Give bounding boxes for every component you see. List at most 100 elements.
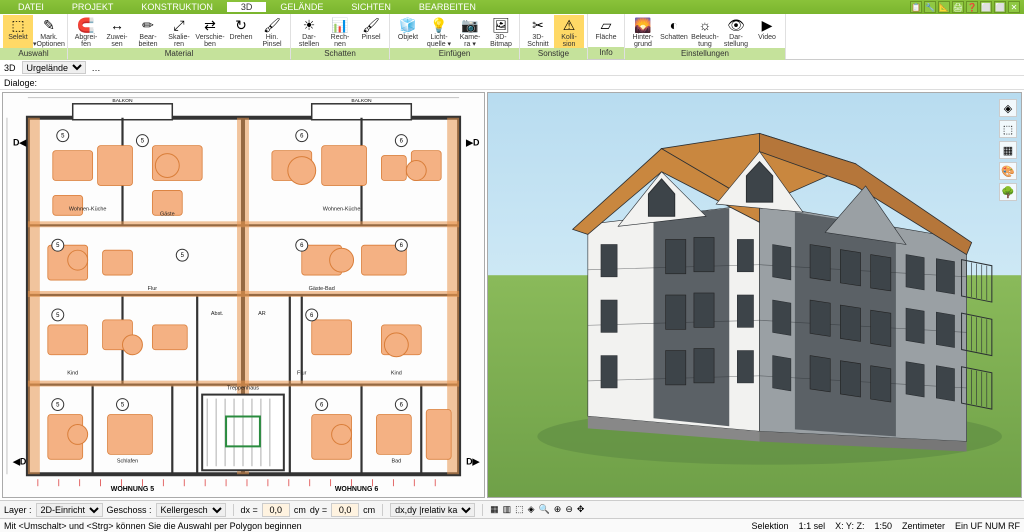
ribbon-icon: 🧲 (76, 16, 96, 34)
ribbon-verschie--ben[interactable]: ⇄Verschie- ben (195, 15, 225, 48)
svg-text:▶D: ▶D (465, 138, 480, 148)
svg-text:Gäste: Gäste (160, 211, 175, 217)
ribbon-kame--ra-▾[interactable]: 📷Kame- ra ▾ (455, 15, 485, 48)
title-tool-icon[interactable]: ❓ (966, 1, 978, 13)
title-tool-icon[interactable]: 📋 (910, 1, 922, 13)
ribbon-label: Drehen (230, 34, 253, 41)
ribbon-skalie--ren[interactable]: ⤢Skalie- ren (164, 15, 194, 48)
svg-text:D▶: D▶ (466, 456, 480, 466)
svg-text:Bad: Bad (391, 458, 401, 464)
view-tool-icon[interactable]: 🎨 (999, 162, 1017, 180)
menu-projekt[interactable]: PROJEKT (58, 2, 128, 12)
menu-datei[interactable]: DATEI (4, 2, 58, 12)
ribbon-label: Bear- beiten (138, 34, 157, 48)
tool-icon[interactable]: 🔍 (539, 504, 550, 515)
ribbon-hin.-pinsel[interactable]: 🖌Hin. Pinsel (257, 15, 287, 48)
tool-icon[interactable]: ⊖ (565, 504, 573, 515)
ribbon-schatten[interactable]: ◐Schatten (659, 15, 689, 48)
ribbon: ⬚Selekt✎Mark. ▾OptionenAuswahl🧲Abgrei- f… (0, 14, 1024, 60)
tool-icon[interactable]: ⬚ (515, 504, 524, 515)
subbar-more[interactable]: … (92, 63, 101, 73)
ribbon-hinter--grund[interactable]: 🌄Hinter- grund (628, 15, 658, 48)
ribbon-licht--quelle-▾[interactable]: 💡Licht- quelle ▾ (424, 15, 454, 48)
menu-bearbeiten[interactable]: BEARBEITEN (405, 2, 490, 12)
title-tool-icon[interactable]: 📐 (938, 1, 950, 13)
svg-text:Flur: Flur (297, 371, 307, 377)
ribbon-kolli--sion[interactable]: ⚠Kolli- sion (554, 15, 584, 48)
ribbon-dar--stellen[interactable]: ☀Dar- stellen (294, 15, 324, 48)
title-tool-icon[interactable]: ✕ (1008, 1, 1020, 13)
ribbon-group-label: Info (588, 47, 624, 59)
ribbon-bear--beiten[interactable]: ✏Bear- beiten (133, 15, 163, 48)
ribbon-label: Selekt (8, 34, 27, 41)
ribbon-pinsel[interactable]: 🖌Pinsel (356, 15, 386, 48)
ribbon-icon: ↻ (231, 16, 251, 34)
view-tool-icon[interactable]: 🌳 (999, 183, 1017, 201)
ribbon-label: Zuwei- sen (106, 34, 127, 48)
title-tool-icon[interactable]: ⬜ (994, 1, 1006, 13)
ribbon-icon: ⇄ (200, 16, 220, 34)
dy-input[interactable] (331, 503, 359, 517)
ribbon-label: Objekt (398, 34, 418, 41)
layer-select[interactable]: Urgelände (22, 61, 86, 74)
ribbon-dar--stellung[interactable]: 👁Dar- stellung (721, 15, 751, 48)
floorplan-view[interactable]: BALKONBALKON55555556666666Wohnen-KücheGä… (2, 92, 485, 498)
ribbon-abgrei--fen[interactable]: 🧲Abgrei- fen (71, 15, 101, 48)
ribbon-icon: 🖼 (491, 16, 511, 34)
svg-text:AR: AR (258, 311, 266, 317)
title-tool-icon[interactable]: 🔧 (924, 1, 936, 13)
status-scale1: 1:1 sel (799, 521, 826, 531)
ribbon-group-label: Material (68, 48, 290, 60)
ribbon-objekt[interactable]: 🧊Objekt (393, 15, 423, 48)
ribbon-zuwei--sen[interactable]: ↔Zuwei- sen (102, 15, 132, 48)
menu-3d[interactable]: 3D (227, 2, 267, 12)
ribbon-label: Video (758, 34, 776, 41)
view-tool-icon[interactable]: ▦ (999, 141, 1017, 159)
svg-text:Gäste-Bad: Gäste-Bad (309, 286, 335, 292)
menu-sichten[interactable]: SICHTEN (337, 2, 405, 12)
tool-icon[interactable]: ✥ (577, 504, 585, 515)
ribbon-fläche[interactable]: ▱Fläche (591, 15, 621, 47)
title-tool-icon[interactable]: 🖨 (952, 1, 964, 13)
ribbon-3d--schnitt[interactable]: ✂3D- Schnitt (523, 15, 553, 48)
status-hint: Mit <Umschalt> und <Strg> können Sie die… (4, 521, 302, 531)
ribbon-beleuch--tung[interactable]: ☼Beleuch- tung (690, 15, 720, 48)
ribbon-video[interactable]: ▶Video (752, 15, 782, 48)
geschoss-dropdown[interactable]: Kellergesch (156, 503, 226, 517)
view-tool-icon[interactable]: ⬚ (999, 120, 1017, 138)
layer-dropdown[interactable]: 2D-Einricht (36, 503, 103, 517)
ribbon-rech--nen[interactable]: 📊Rech- nen (325, 15, 355, 48)
ribbon-label: Skalie- ren (168, 34, 189, 48)
dx-input[interactable] (262, 503, 290, 517)
status-sel: Selektion (752, 521, 789, 531)
menu-konstruktion[interactable]: KONSTRUKTION (127, 2, 227, 12)
ribbon-drehen[interactable]: ↻Drehen (226, 15, 256, 48)
ribbon-label: Abgrei- fen (75, 34, 98, 48)
coord-mode[interactable]: dx,dy |relativ ka (390, 503, 475, 517)
ribbon-label: Dar- stellung (724, 34, 748, 48)
ribbon-icon: ▶ (757, 16, 777, 34)
ribbon-mark.-▾optionen[interactable]: ✎Mark. ▾Optionen (34, 15, 64, 48)
tool-icon[interactable]: ⊕ (554, 504, 562, 515)
ribbon-icon: ✏ (138, 16, 158, 34)
svg-text:WOHNUNG 5: WOHNUNG 5 (111, 486, 154, 493)
tool-icon[interactable]: ▥ (503, 504, 512, 515)
title-tool-icon[interactable]: ⬜ (980, 1, 992, 13)
3d-view[interactable]: ◈ ⬚ ▦ 🎨 🌳 (487, 92, 1022, 498)
ribbon-label: Hinter- grund (632, 34, 653, 48)
ribbon-label: Hin. Pinsel (262, 34, 281, 48)
svg-text:BALKON: BALKON (351, 98, 372, 104)
ribbon-3d--bitmap[interactable]: 🖼3D- Bitmap (486, 15, 516, 48)
view-tool-icon[interactable]: ◈ (999, 99, 1017, 117)
menu-gelaende[interactable]: GELÄNDE (266, 2, 337, 12)
ribbon-icon: 💡 (429, 16, 449, 34)
ribbon-group-label: Schatten (291, 48, 389, 60)
ribbon-icon: ⬚ (8, 16, 28, 34)
tool-icon[interactable]: ◈ (528, 504, 535, 515)
ribbon-label: Pinsel (361, 34, 380, 41)
geschoss-label: Geschoss : (107, 505, 152, 515)
tool-icon[interactable]: ▦ (490, 504, 499, 515)
ribbon-selekt[interactable]: ⬚Selekt (3, 15, 33, 48)
dx-unit: cm (294, 505, 306, 515)
ribbon-icon: ▱ (596, 16, 616, 34)
